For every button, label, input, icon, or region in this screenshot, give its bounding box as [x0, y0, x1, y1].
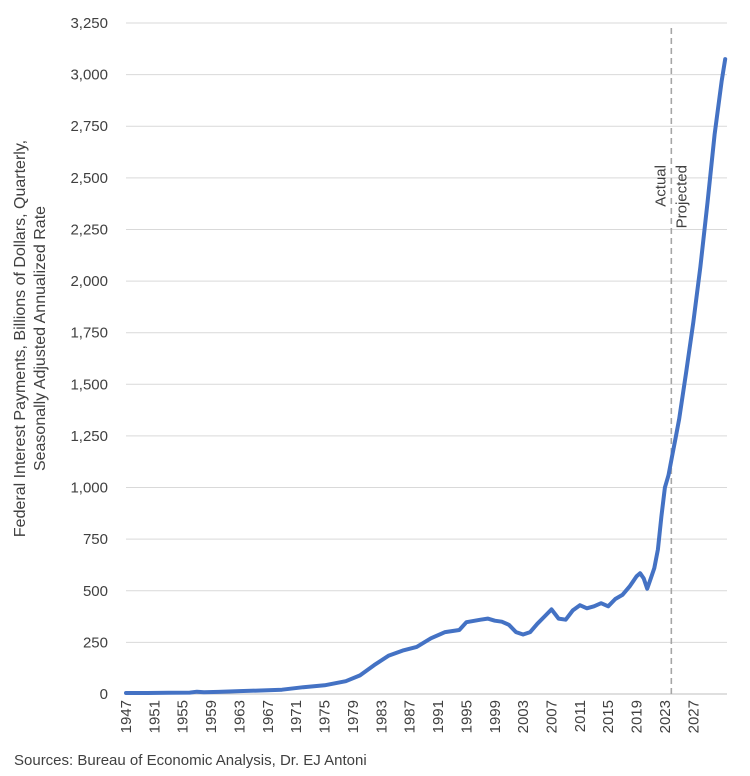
series-group — [124, 57, 728, 695]
x-tick-label: 1999 — [487, 700, 504, 733]
x-tick-label: 1955 — [175, 700, 192, 733]
x-axis: 1947 1951 1955 1959 1963 1967 1971 1975 1979 1983… — [118, 693, 727, 733]
y-tick-label: 2,000 — [70, 273, 108, 290]
x-tick-label: 1967 — [260, 700, 277, 733]
x-tick-label: 2011 — [572, 700, 589, 732]
x-tick-label: 1951 — [146, 700, 163, 733]
x-tick-label: 1963 — [231, 700, 248, 733]
y-tick-label: 1,750 — [70, 325, 108, 342]
actual-projected-divider: Actual Projected — [652, 28, 690, 694]
y-axis-label-line: Seasonally Adjusted Annualized Rate — [32, 206, 49, 471]
y-tick-label: 500 — [83, 583, 108, 600]
y-tick-label: 0 — [100, 686, 108, 703]
x-tick-label: 1979 — [345, 700, 362, 733]
x-tick-label: 2019 — [629, 700, 646, 733]
x-tick-label: 1959 — [203, 700, 220, 733]
x-tick-label: 1971 — [288, 700, 305, 733]
actual-label: Actual — [652, 165, 669, 207]
y-tick-label: 250 — [83, 634, 108, 651]
x-tick-label: 1995 — [458, 700, 475, 733]
x-tick-label: 2007 — [543, 700, 560, 733]
y-tick-label: 1,250 — [70, 428, 108, 445]
x-tick-label: 2015 — [600, 700, 617, 733]
x-tick-label: 2023 — [657, 700, 674, 733]
x-tick-label: 2027 — [685, 700, 702, 733]
y-tick-label: 1,500 — [70, 376, 108, 393]
y-tick-label: 2,500 — [70, 170, 108, 187]
y-tick-label: 2,750 — [70, 118, 108, 135]
x-tick-label: 1987 — [402, 700, 419, 733]
y-axis-label-line: Federal Interest Payments, Billions of D… — [12, 140, 29, 537]
projected-label: Projected — [673, 165, 690, 228]
gridlines — [126, 22, 727, 643]
x-tick-label: 2003 — [515, 700, 532, 733]
x-tick-label: 1983 — [373, 700, 390, 733]
y-tick-label: 3,000 — [70, 67, 108, 84]
y-tick-label: 1,000 — [70, 480, 108, 497]
x-tick-label: 1991 — [430, 700, 447, 733]
interest-payments-line — [124, 57, 728, 695]
y-axis: 0 250 500 750 1,000 1,250 1,500 1,750 2,000 2,250… — [70, 15, 108, 703]
y-tick-label: 3,250 — [70, 15, 108, 32]
source-note: Sources: Bureau of Economic Analysis, Dr… — [14, 752, 367, 769]
y-tick-label: 750 — [83, 531, 108, 548]
x-tick-label: 1975 — [317, 700, 334, 733]
x-tick-label: 1947 — [118, 700, 135, 733]
y-tick-label: 2,250 — [70, 221, 108, 238]
y-axis-label: Federal Interest Payments, Billions of D… — [12, 140, 49, 537]
